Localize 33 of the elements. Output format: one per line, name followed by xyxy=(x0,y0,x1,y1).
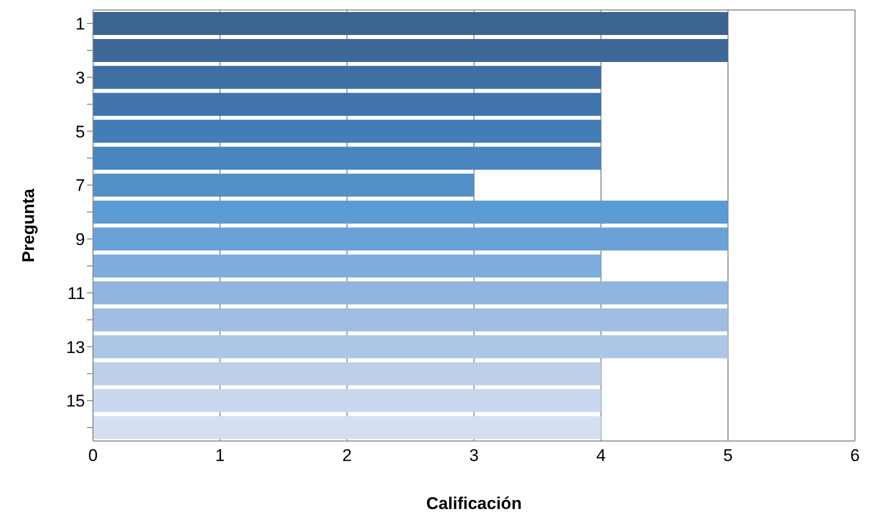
bar xyxy=(93,362,601,386)
bar xyxy=(93,308,728,332)
bar xyxy=(93,254,601,278)
y-tick-label: 9 xyxy=(76,230,85,250)
x-tick-label: 0 xyxy=(88,446,98,466)
bar xyxy=(93,38,728,62)
bar xyxy=(93,416,601,440)
y-tick-label: 7 xyxy=(76,176,85,196)
x-tick-label: 4 xyxy=(596,446,606,466)
bar xyxy=(93,228,728,250)
y-tick-label: 11 xyxy=(67,284,85,303)
x-tick-label: 5 xyxy=(723,446,733,466)
bar xyxy=(93,389,601,412)
bar xyxy=(93,335,728,358)
bar xyxy=(93,92,601,116)
x-tick-label: 1 xyxy=(215,446,225,466)
y-tick-label: 5 xyxy=(76,122,85,142)
bar xyxy=(93,174,474,197)
y-tick-label: 1 xyxy=(76,14,85,34)
bar xyxy=(93,200,728,224)
bar xyxy=(93,146,601,170)
x-axis-title: Calificación xyxy=(426,494,522,513)
y-axis-title: Pregunta xyxy=(19,188,38,262)
x-tick-label: 6 xyxy=(850,446,860,466)
y-tick-label: 13 xyxy=(66,338,85,357)
x-tick-label: 2 xyxy=(342,446,352,466)
y-tick-label: 3 xyxy=(76,68,85,88)
y-tick-label: 15 xyxy=(66,392,85,411)
bar xyxy=(93,66,601,89)
x-tick-label: 3 xyxy=(469,446,479,466)
bar xyxy=(93,120,601,143)
bar xyxy=(93,12,728,35)
bar xyxy=(93,281,728,304)
